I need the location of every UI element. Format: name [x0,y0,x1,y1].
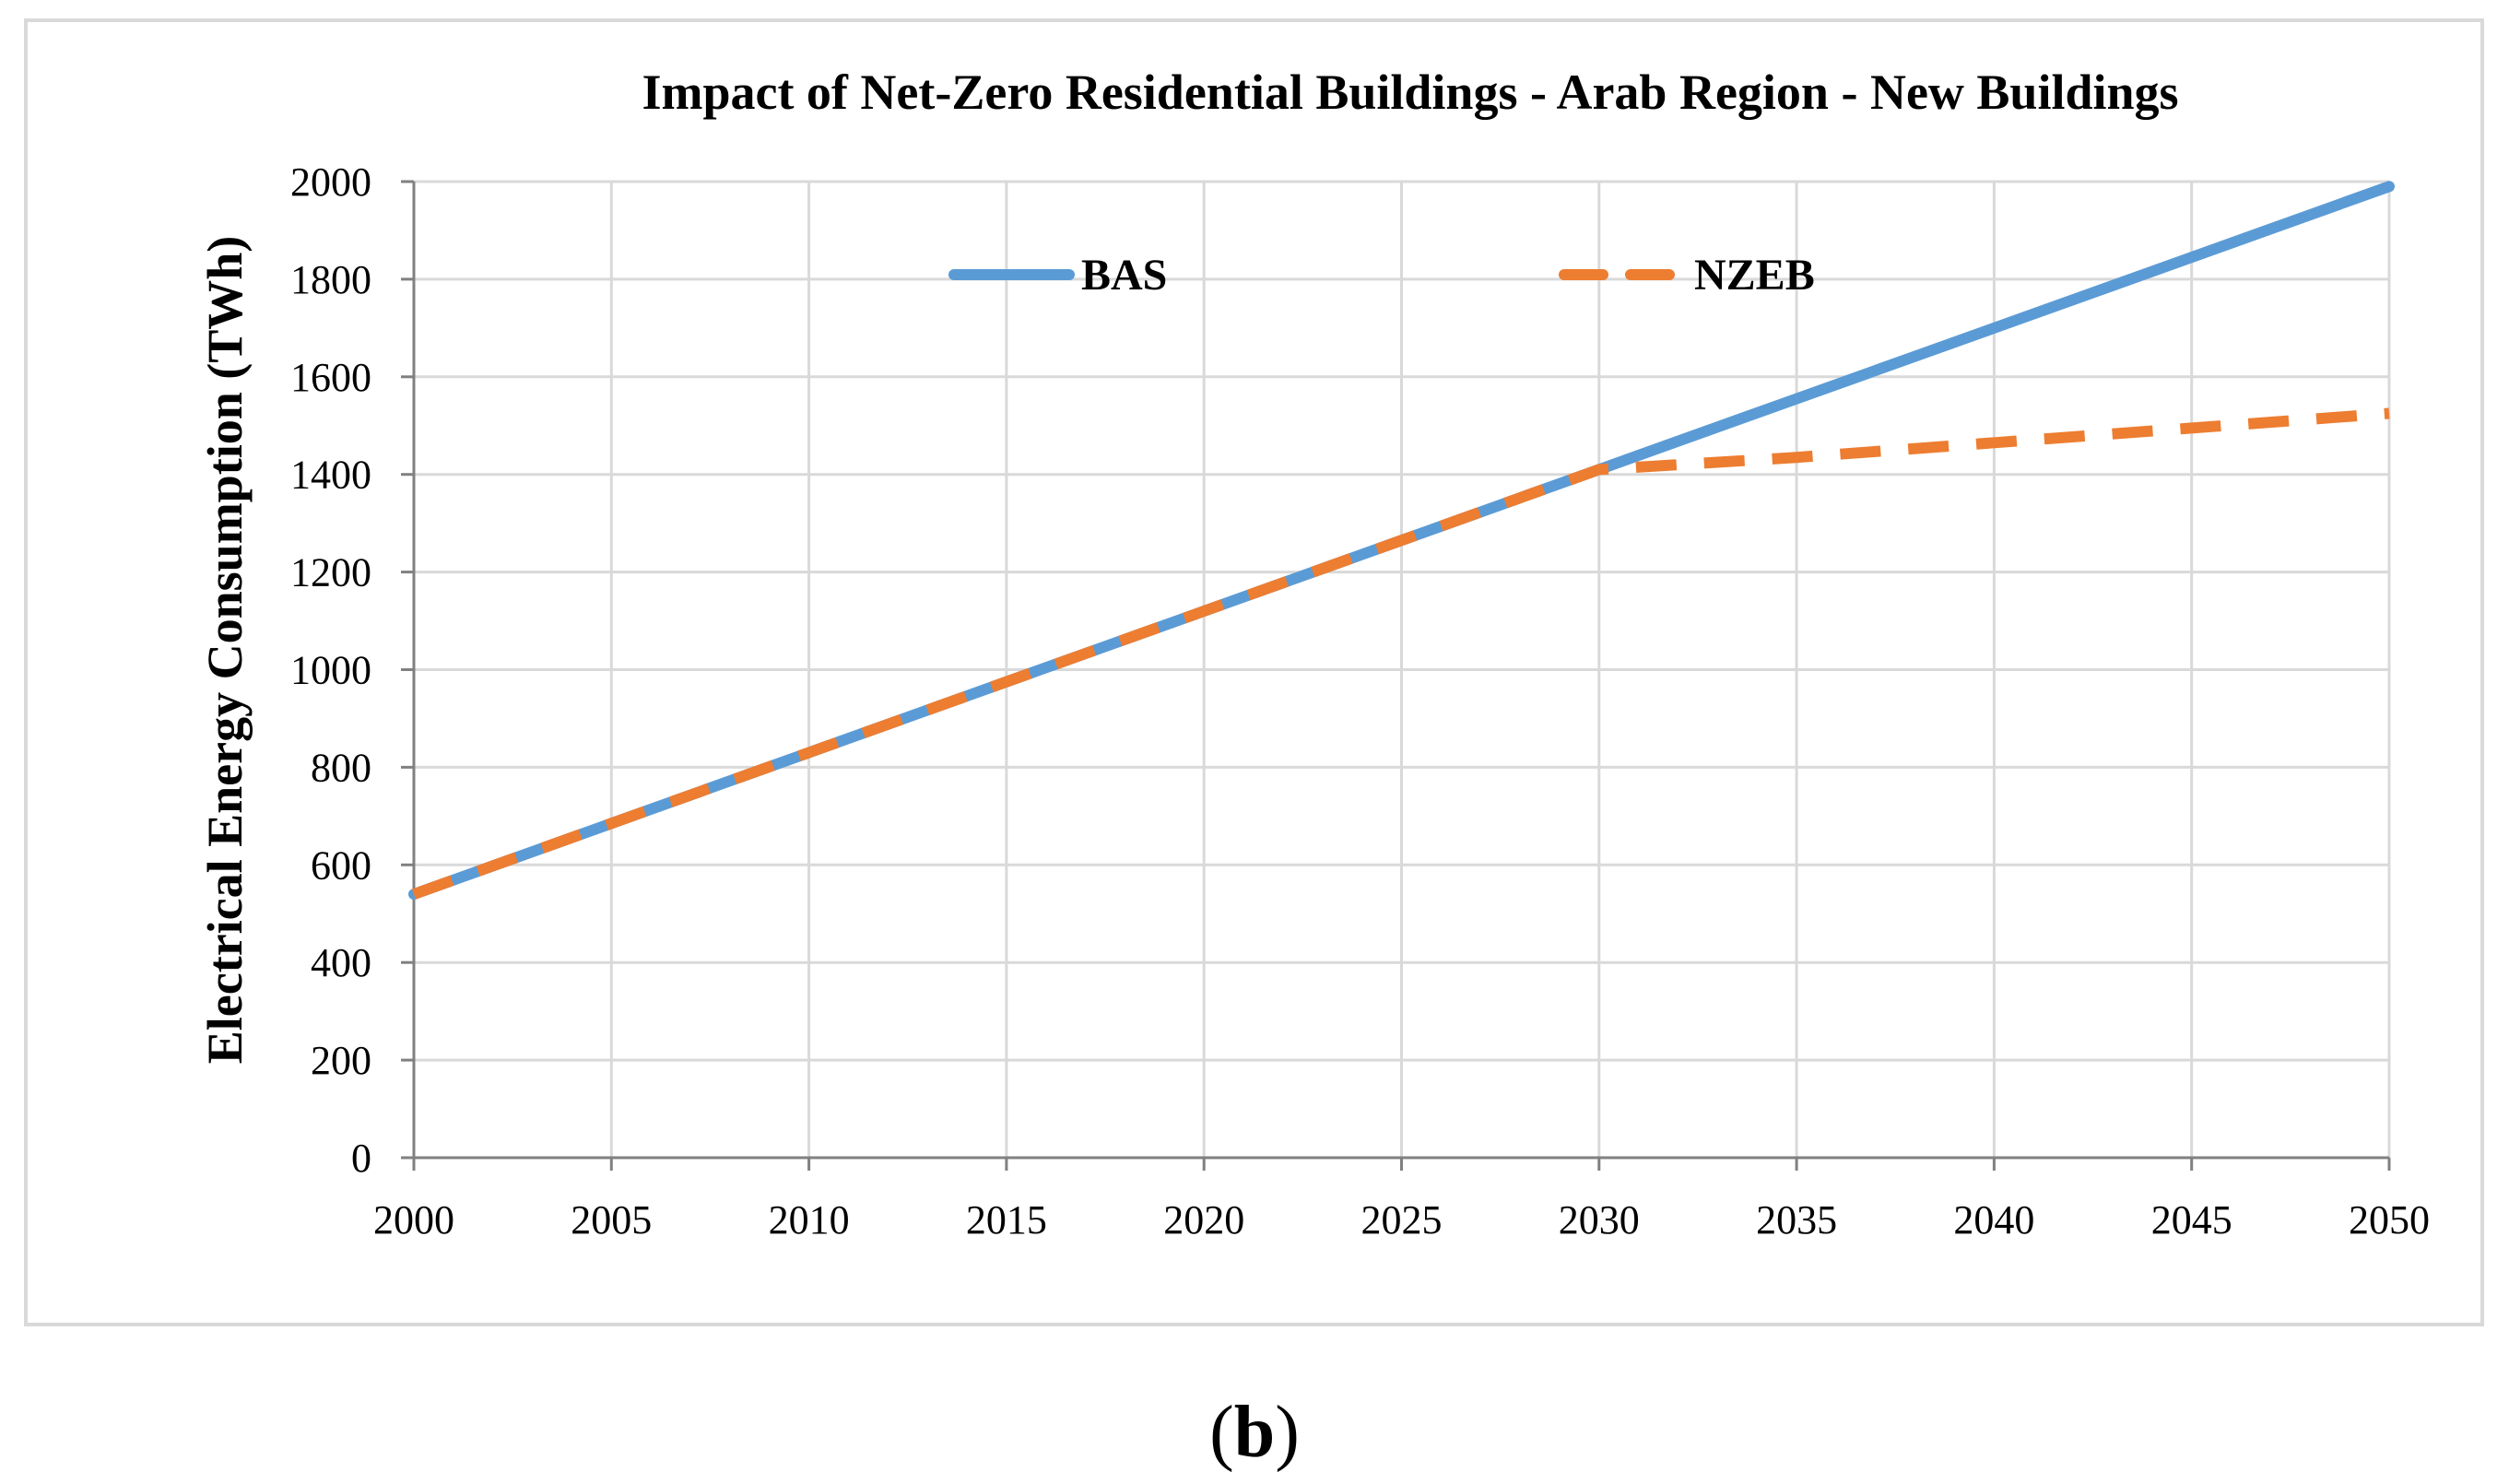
y-tick-label: 1600 [290,355,371,400]
chart-title: Impact of Net-Zero Residential Buildings… [642,65,2178,120]
series-line-nzeb [411,407,2390,900]
panel-label-close: ) [1275,1392,1300,1473]
y-axis-title: Electrical Energy Consumption (TWh) [197,236,253,1065]
y-tick-label: 1800 [290,257,371,302]
y-tick-label: 200 [311,1038,371,1083]
x-tick-label: 2035 [1756,1197,1837,1243]
x-tick-label: 2015 [966,1197,1047,1243]
chart-frame [24,18,2484,1326]
panel-label-open: ( [1209,1392,1234,1473]
y-tick-label: 600 [311,842,371,888]
x-tick-label: 2000 [373,1197,454,1243]
panel-label: (b) [1209,1392,1300,1473]
axes [401,180,2391,1171]
y-tick-label: 1200 [290,550,371,595]
x-tick-label: 2020 [1163,1197,1244,1243]
y-tick-labels: 0 200 400 600 800 1000 1200 1400 1600 1800 2000 [290,159,371,1181]
legend: BAS NZEB [948,251,1815,300]
legend-label-nzeb: NZEB [1694,251,1815,300]
x-tick-label: 2030 [1559,1197,1640,1243]
x-tick-label: 2045 [2151,1197,2232,1243]
y-tick-label: 1400 [290,453,371,498]
x-tick-label: 2025 [1361,1197,1443,1243]
x-tick-label: 2050 [2349,1197,2430,1243]
x-tick-label: 2005 [571,1197,652,1243]
x-tick-labels: 2000 2005 2010 2015 2020 2025 2030 2035 2040 2045… [373,1197,2430,1243]
y-tick-label: 1000 [290,648,371,693]
legend-label-bas: BAS [1081,251,1167,300]
y-tick-label: 400 [311,940,371,985]
panel-label-letter: b [1234,1392,1276,1473]
y-tick-label: 2000 [290,159,371,205]
y-tick-label: 800 [311,745,371,790]
x-tick-label: 2040 [1953,1197,2034,1243]
y-tick-label: 0 [351,1136,371,1181]
gridlines [414,180,2391,1158]
series-lines [408,181,2395,901]
x-tick-label: 2010 [769,1197,850,1243]
